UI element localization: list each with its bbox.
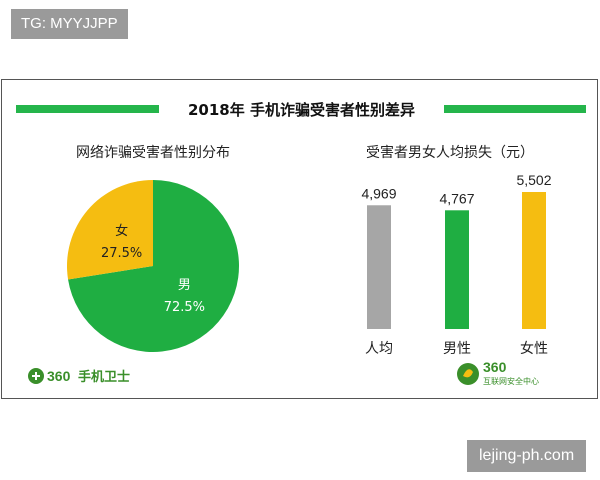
bar-category-label-1: 男性 <box>443 341 471 357</box>
title-box <box>159 97 444 121</box>
watermark-top: TG: MYYJJPP <box>11 9 128 39</box>
bar-value-label-1: 4,767 <box>439 190 474 206</box>
pie-value-label-0: 72.5% <box>164 300 205 315</box>
bar-category-label-0: 人均 <box>365 341 393 357</box>
bar-chart: 4,969 人均 4,767 男性 5,502 女性 <box>361 172 551 357</box>
logo-right-text: 互联网安全中心 <box>483 376 539 386</box>
logo-right-number: 360 <box>483 359 507 375</box>
bar-2 <box>522 192 546 329</box>
main-title: 2018年 手机诈骗受害者性别差异 <box>188 101 415 119</box>
logo-left-text: 手机卫士 <box>78 369 130 385</box>
bar-0 <box>367 205 391 329</box>
pie-slice-0 <box>68 180 239 353</box>
watermark-bottom: lejing-ph.com <box>467 440 587 472</box>
bar-title: 受害者男女人均损失（元） <box>366 144 534 161</box>
logo-left-number: 360 <box>47 368 71 384</box>
logo-360-security-center: 360 互联网安全中心 <box>457 359 539 386</box>
bar-category-label-2: 女性 <box>520 340 548 357</box>
bar-1 <box>445 210 469 329</box>
pie-title: 网络诈骗受害者性别分布 <box>76 145 230 161</box>
bar-value-label-0: 4,969 <box>361 185 396 201</box>
bar-value-label-2: 5,502 <box>516 172 551 188</box>
infographic-card: 2018年 手机诈骗受害者性别差异 网络诈骗受害者性别分布 男 72.5% 女 27.… <box>1 79 598 399</box>
pie-slice-1 <box>66 180 153 280</box>
pie-label-1: 女 <box>115 223 128 239</box>
logo-360-mobile: 360 手机卫士 <box>28 368 130 385</box>
pie-chart: 男 72.5% 女 27.5% <box>66 180 239 353</box>
chart-canvas: 2018年 手机诈骗受害者性别差异 网络诈骗受害者性别分布 男 72.5% 女 27.… <box>16 97 586 386</box>
pie-value-label-1: 27.5% <box>101 246 142 261</box>
pie-label-0: 男 <box>178 278 191 293</box>
